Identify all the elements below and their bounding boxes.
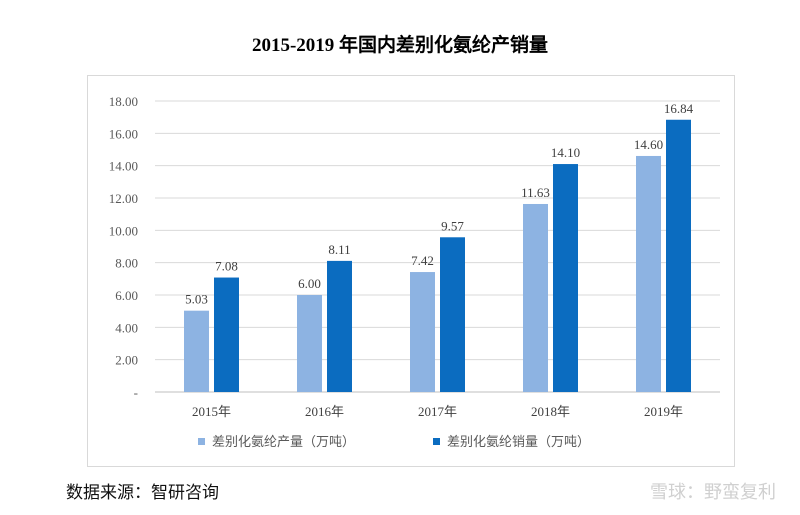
data-source: 数据来源：智研咨询 (66, 483, 219, 503)
bar (327, 260, 352, 392)
bar (297, 295, 322, 392)
y-tick-label: 12.00 (109, 191, 138, 206)
x-tick-label: 2017年 (418, 404, 457, 419)
watermark: 雪球：野蛮复利 (650, 482, 776, 503)
y-tick-label: 2.00 (115, 353, 138, 368)
bar (523, 203, 548, 392)
y-tick-label: - (134, 385, 138, 400)
y-tick-label: 16.00 (109, 126, 138, 141)
data-label: 14.60 (634, 137, 663, 152)
y-tick-label: 18.00 (109, 94, 138, 109)
data-label: 7.42 (411, 253, 434, 268)
data-label: 5.03 (185, 292, 208, 307)
bar (636, 155, 661, 392)
legend-swatch (433, 438, 440, 445)
x-tick-label: 2016年 (305, 404, 344, 419)
data-label: 7.08 (215, 259, 238, 274)
y-tick-label: 8.00 (115, 256, 138, 271)
x-tick-label: 2015年 (192, 404, 231, 419)
x-tick-label: 2018年 (531, 404, 570, 419)
legend-label: 差别化氨纶产量（万吨） (212, 434, 355, 449)
y-tick-label: 4.00 (115, 320, 138, 335)
data-label: 16.84 (664, 101, 694, 116)
data-label: 14.10 (551, 145, 580, 160)
chart-title: 2015-2019 年国内差别化氨纶产销量 (251, 35, 549, 56)
chart-frame (87, 75, 735, 467)
bar (214, 277, 239, 392)
bar (666, 119, 691, 393)
legend-label: 差别化氨纶销量（万吨） (447, 434, 590, 449)
y-tick-label: 6.00 (115, 288, 138, 303)
bar (184, 310, 209, 392)
legend-swatch (198, 438, 205, 445)
data-label: 11.63 (521, 185, 550, 200)
bar (553, 164, 578, 392)
bar (410, 272, 435, 392)
y-tick-label: 10.00 (109, 223, 138, 238)
bar (440, 237, 465, 392)
data-label: 9.57 (441, 218, 464, 233)
x-tick-label: 2019年 (644, 404, 683, 419)
data-label: 6.00 (298, 276, 321, 291)
data-label: 8.11 (328, 242, 350, 257)
y-tick-label: 14.00 (109, 159, 138, 174)
